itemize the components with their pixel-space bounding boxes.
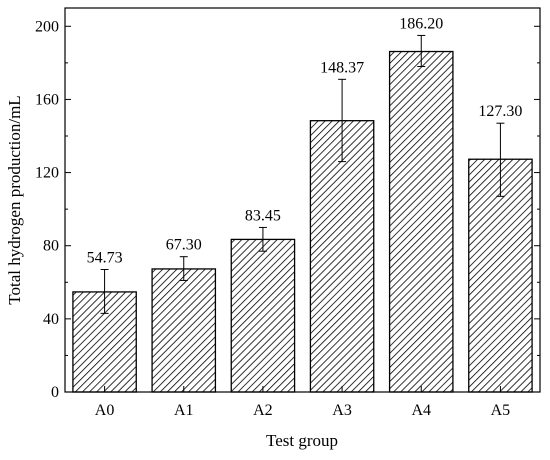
data-label-a4: 186.20	[399, 15, 443, 32]
x-axis-title: Test group	[266, 431, 338, 450]
x-tick-label-a3: A3	[332, 402, 352, 419]
x-axis: A0 A1 A2 A3 A4 A5	[95, 386, 510, 419]
data-label-a0: 54.73	[87, 249, 123, 266]
data-label-a5: 127.30	[478, 103, 522, 120]
data-label-a1: 67.30	[166, 237, 202, 254]
bar-a2	[230, 238, 296, 393]
x-tick-label-a2: A2	[253, 402, 273, 419]
x-tick-label-a4: A4	[411, 402, 431, 419]
x-tick-label-a1: A1	[174, 402, 194, 419]
y-tick-label: 160	[35, 91, 59, 108]
bar-a5	[468, 158, 533, 393]
y-axis-title: Total hydrogen production/mL	[5, 95, 24, 304]
y-tick-label: 200	[35, 18, 59, 35]
y-tick-label: 40	[43, 311, 59, 328]
y-axis: 0 40 80 120 160 200	[35, 18, 540, 401]
bar-a1	[151, 268, 217, 393]
bar-a4	[388, 50, 454, 393]
y-tick-label: 0	[51, 384, 59, 401]
axes-layer	[64, 7, 541, 393]
y-tick-label: 80	[43, 238, 59, 255]
bars-layer: 54.73 67.30 83.45 148.37 186.20 127.30	[72, 15, 533, 393]
x-tick-label-a0: A0	[95, 402, 115, 419]
x-tick-label-a5: A5	[491, 402, 511, 419]
y-tick-label: 120	[35, 165, 59, 182]
plot-frame	[64, 7, 541, 393]
data-label-a2: 83.45	[245, 207, 281, 224]
data-label-a3: 148.37	[320, 59, 364, 76]
